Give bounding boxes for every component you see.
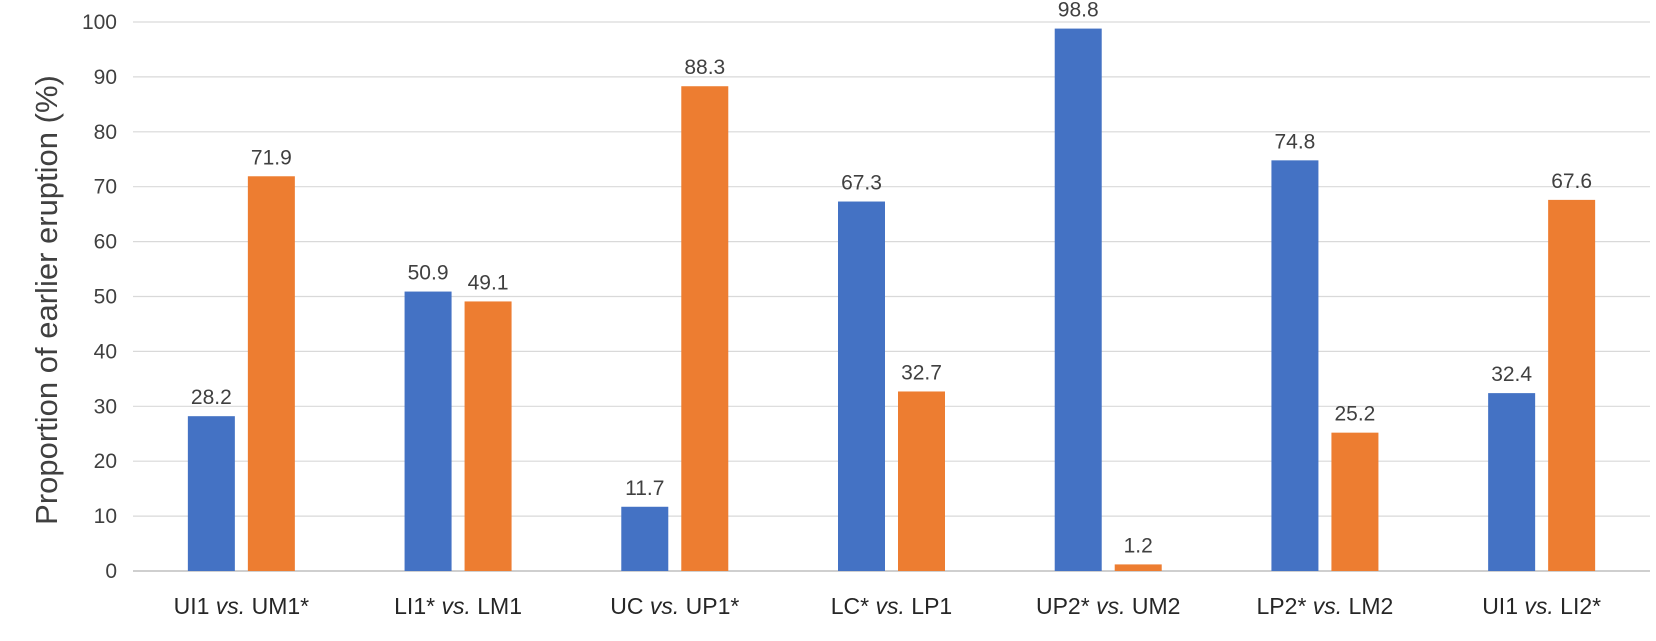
data-label: 32.4: [1491, 363, 1532, 386]
y-tick-label: 100: [82, 11, 117, 34]
data-label: 74.8: [1274, 130, 1315, 153]
y-tick-label: 0: [105, 560, 117, 583]
bar: [187, 416, 235, 571]
bar: [838, 201, 885, 571]
data-label: 88.3: [684, 56, 725, 79]
category-vs: vs.: [216, 593, 245, 619]
bar: [247, 176, 295, 572]
data-label: 25.2: [1334, 403, 1375, 426]
category-vs: vs.: [650, 593, 679, 619]
category-second-tooth: LP1: [905, 593, 952, 619]
y-tick-label: 30: [94, 395, 117, 418]
category-first-tooth: LP2*: [1257, 593, 1313, 619]
data-label: 11.7: [625, 477, 664, 500]
bar: [1548, 199, 1596, 571]
y-axis-ticks: 0 10 20 30 40 50 60 70 80 90 100: [82, 11, 117, 583]
category-first-tooth: UC: [610, 593, 650, 619]
bar: [1054, 28, 1102, 571]
data-label: 71.9: [251, 146, 292, 169]
grid-lines: [133, 21, 1650, 572]
category-first-tooth: UI1: [174, 593, 216, 619]
y-tick-label: 80: [94, 121, 117, 144]
x-category-label: UP2* vs. UM2: [1036, 593, 1180, 619]
bar: [681, 86, 729, 571]
bar: [464, 301, 512, 571]
category-first-tooth: LC*: [831, 593, 876, 619]
y-tick-label: 10: [94, 505, 117, 528]
category-vs: vs.: [441, 593, 470, 619]
y-tick-label: 90: [94, 66, 117, 89]
data-label: 49.1: [468, 271, 509, 294]
data-label: 28.2: [191, 386, 232, 409]
bar: [1331, 432, 1379, 571]
data-label: 1.2: [1124, 534, 1153, 557]
category-second-tooth: LM2: [1342, 593, 1393, 619]
y-tick-label: 50: [94, 286, 117, 309]
category-first-tooth: UI1: [1482, 593, 1524, 619]
data-labels: 28.2 71.9 50.9 49.1 11.7 88.3 67.3 32.7 98.8 1.2 7…: [191, 0, 1592, 557]
bar: [1114, 564, 1162, 571]
bar: [1488, 393, 1536, 571]
x-category-label: LC* vs. LP1: [831, 593, 952, 619]
category-second-tooth: LI2*: [1554, 593, 1601, 619]
y-tick-label: 20: [94, 450, 117, 473]
category-first-tooth: UP2*: [1036, 593, 1096, 619]
data-label: 67.6: [1551, 170, 1592, 193]
y-tick-label: 60: [94, 231, 117, 254]
category-second-tooth: LM1: [471, 593, 522, 619]
bar: [898, 391, 945, 571]
data-label: 67.3: [841, 172, 882, 195]
y-tick-label: 40: [94, 340, 117, 363]
x-category-label: UI1 vs. LI2*: [1482, 593, 1601, 619]
data-label: 50.9: [408, 262, 449, 285]
bars: [187, 28, 1596, 572]
category-first-tooth: LI1*: [394, 593, 441, 619]
category-vs: vs.: [1096, 593, 1125, 619]
y-axis-label: Proportion of earlier eruption (%): [29, 75, 64, 525]
bar: [404, 291, 452, 571]
category-vs: vs.: [1524, 593, 1553, 619]
category-second-tooth: UP1*: [679, 593, 739, 619]
y-tick-label: 70: [94, 176, 117, 199]
x-axis-categories: UI1 vs. UM1* LI1* vs. LM1 UC vs. UP1* LC* v…: [174, 593, 1602, 619]
category-second-tooth: UM2: [1125, 593, 1180, 619]
x-category-label: UC vs. UP1*: [610, 593, 739, 619]
data-label: 32.7: [901, 361, 942, 384]
bar: [1271, 160, 1319, 571]
category-second-tooth: UM1*: [245, 593, 309, 619]
x-category-label: UI1 vs. UM1*: [174, 593, 310, 619]
x-category-label: LI1* vs. LM1: [394, 593, 522, 619]
bar: [621, 506, 669, 571]
category-vs: vs.: [876, 593, 905, 619]
category-vs: vs.: [1313, 593, 1342, 619]
data-label: 98.8: [1058, 0, 1099, 22]
x-category-label: LP2* vs. LM2: [1257, 593, 1394, 619]
